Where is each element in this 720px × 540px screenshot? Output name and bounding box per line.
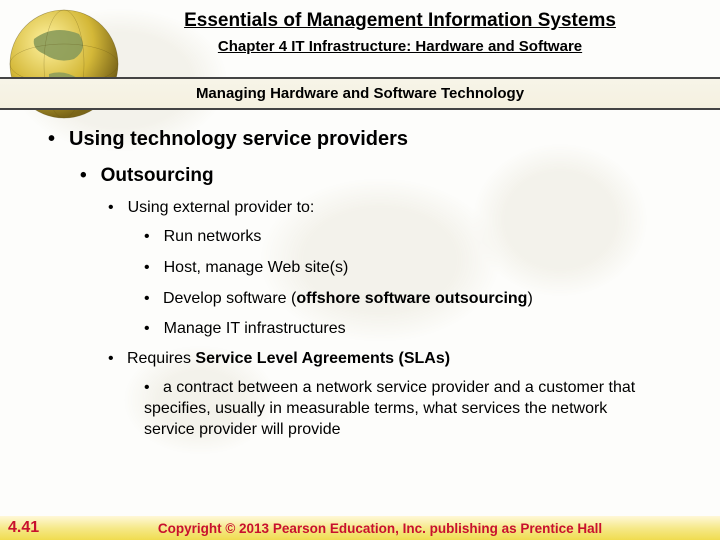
slide-header: Essentials of Management Information Sys…: [0, 0, 720, 55]
bullet-l4-host: Host, manage Web site(s): [144, 258, 690, 279]
slide-content: Using technology service providers Outso…: [0, 110, 720, 441]
bullet-l3-intro: Using external provider to:: [108, 199, 690, 217]
section-heading: Managing Hardware and Software Technolog…: [0, 77, 720, 110]
chapter-title: Chapter 4 IT Infrastructure: Hardware an…: [100, 38, 700, 55]
book-title: Essentials of Management Information Sys…: [100, 10, 700, 32]
bullet-l4-manage: Manage IT infrastructures: [144, 319, 690, 340]
copyright-text: Copyright © 2013 Pearson Education, Inc.…: [60, 521, 720, 536]
bullet-l4-networks: Run networks: [144, 227, 690, 248]
bullet-l4-contract: • a contract between a network service p…: [144, 378, 690, 440]
bullet-l4-develop: • Develop software (offshore software ou…: [144, 289, 690, 310]
bullet-l2: Outsourcing: [80, 165, 690, 187]
bullet-l1: Using technology service providers: [48, 128, 690, 151]
slide-number: 4.41: [0, 519, 60, 537]
slide-footer: 4.41 Copyright © 2013 Pearson Education,…: [0, 516, 720, 540]
bullet-l3-sla: • Requires Service Level Agreements (SLA…: [108, 350, 690, 368]
